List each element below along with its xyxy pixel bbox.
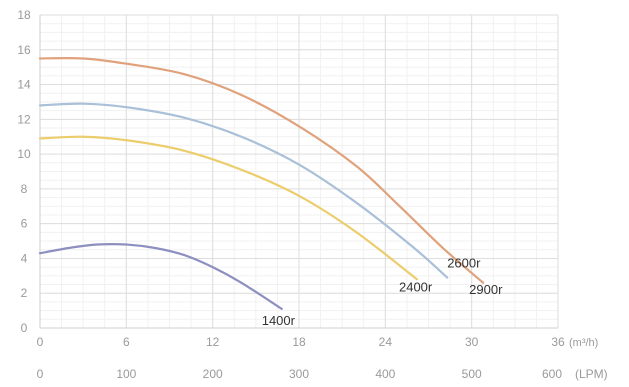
y-tick-label: 2 [21,286,28,300]
x-tick-label: 18 [292,335,306,349]
y-tick-label: 12 [17,112,31,126]
x2-tick-label: 500 [462,367,482,381]
x2-tick-label: 0 [37,367,44,381]
y-tick-label: 18 [17,8,31,22]
x2-tick-label: 600 [542,367,562,381]
y-tick-label: 4 [21,251,28,265]
x2-tick-label: 100 [116,367,136,381]
x-tick-label: 24 [379,335,393,349]
x-axis-unit-lpm: (LPM) [575,367,608,381]
x-tick-label: 36 [551,335,565,349]
y-tick-label: 0 [21,321,28,335]
x-tick-label: 12 [206,335,220,349]
x-axis-unit-m3h: (m³/h) [569,337,598,349]
series-line-2600r [38,102,449,279]
axes [39,15,558,329]
series-line-2400r [38,135,419,281]
series-label-2900r: 2900r [469,282,503,297]
y-tick-labels: 0 2 4 6 8 10 12 14 16 18 [17,8,31,335]
major-grid [39,14,559,329]
series-line-2900r [38,56,485,284]
series-lines [38,56,485,310]
y-tick-label: 10 [17,147,31,161]
x2-tick-label: 300 [289,367,309,381]
series-line-1400r [38,242,283,310]
y-tick-label: 14 [17,78,31,92]
series-label-2400r: 2400r [399,279,433,294]
x-tick-label: 30 [465,335,479,349]
y-tick-label: 8 [21,182,28,196]
series-label-2600r: 2600r [447,256,481,271]
x-tick-label: 6 [123,335,130,349]
x2-tick-label: 400 [375,367,395,381]
x-tick-labels-m3h: 0 6 12 18 24 30 36 [37,335,565,349]
x2-tick-label: 200 [203,367,223,381]
y-tick-label: 6 [21,217,28,231]
x-tick-label: 0 [37,335,44,349]
series-labels: 2600r 2400r 2900r 1400r [262,256,503,328]
x-tick-labels-lpm: 0 100 200 300 400 500 600 [37,367,563,381]
series-label-1400r: 1400r [262,313,296,328]
y-tick-label: 16 [17,43,31,57]
